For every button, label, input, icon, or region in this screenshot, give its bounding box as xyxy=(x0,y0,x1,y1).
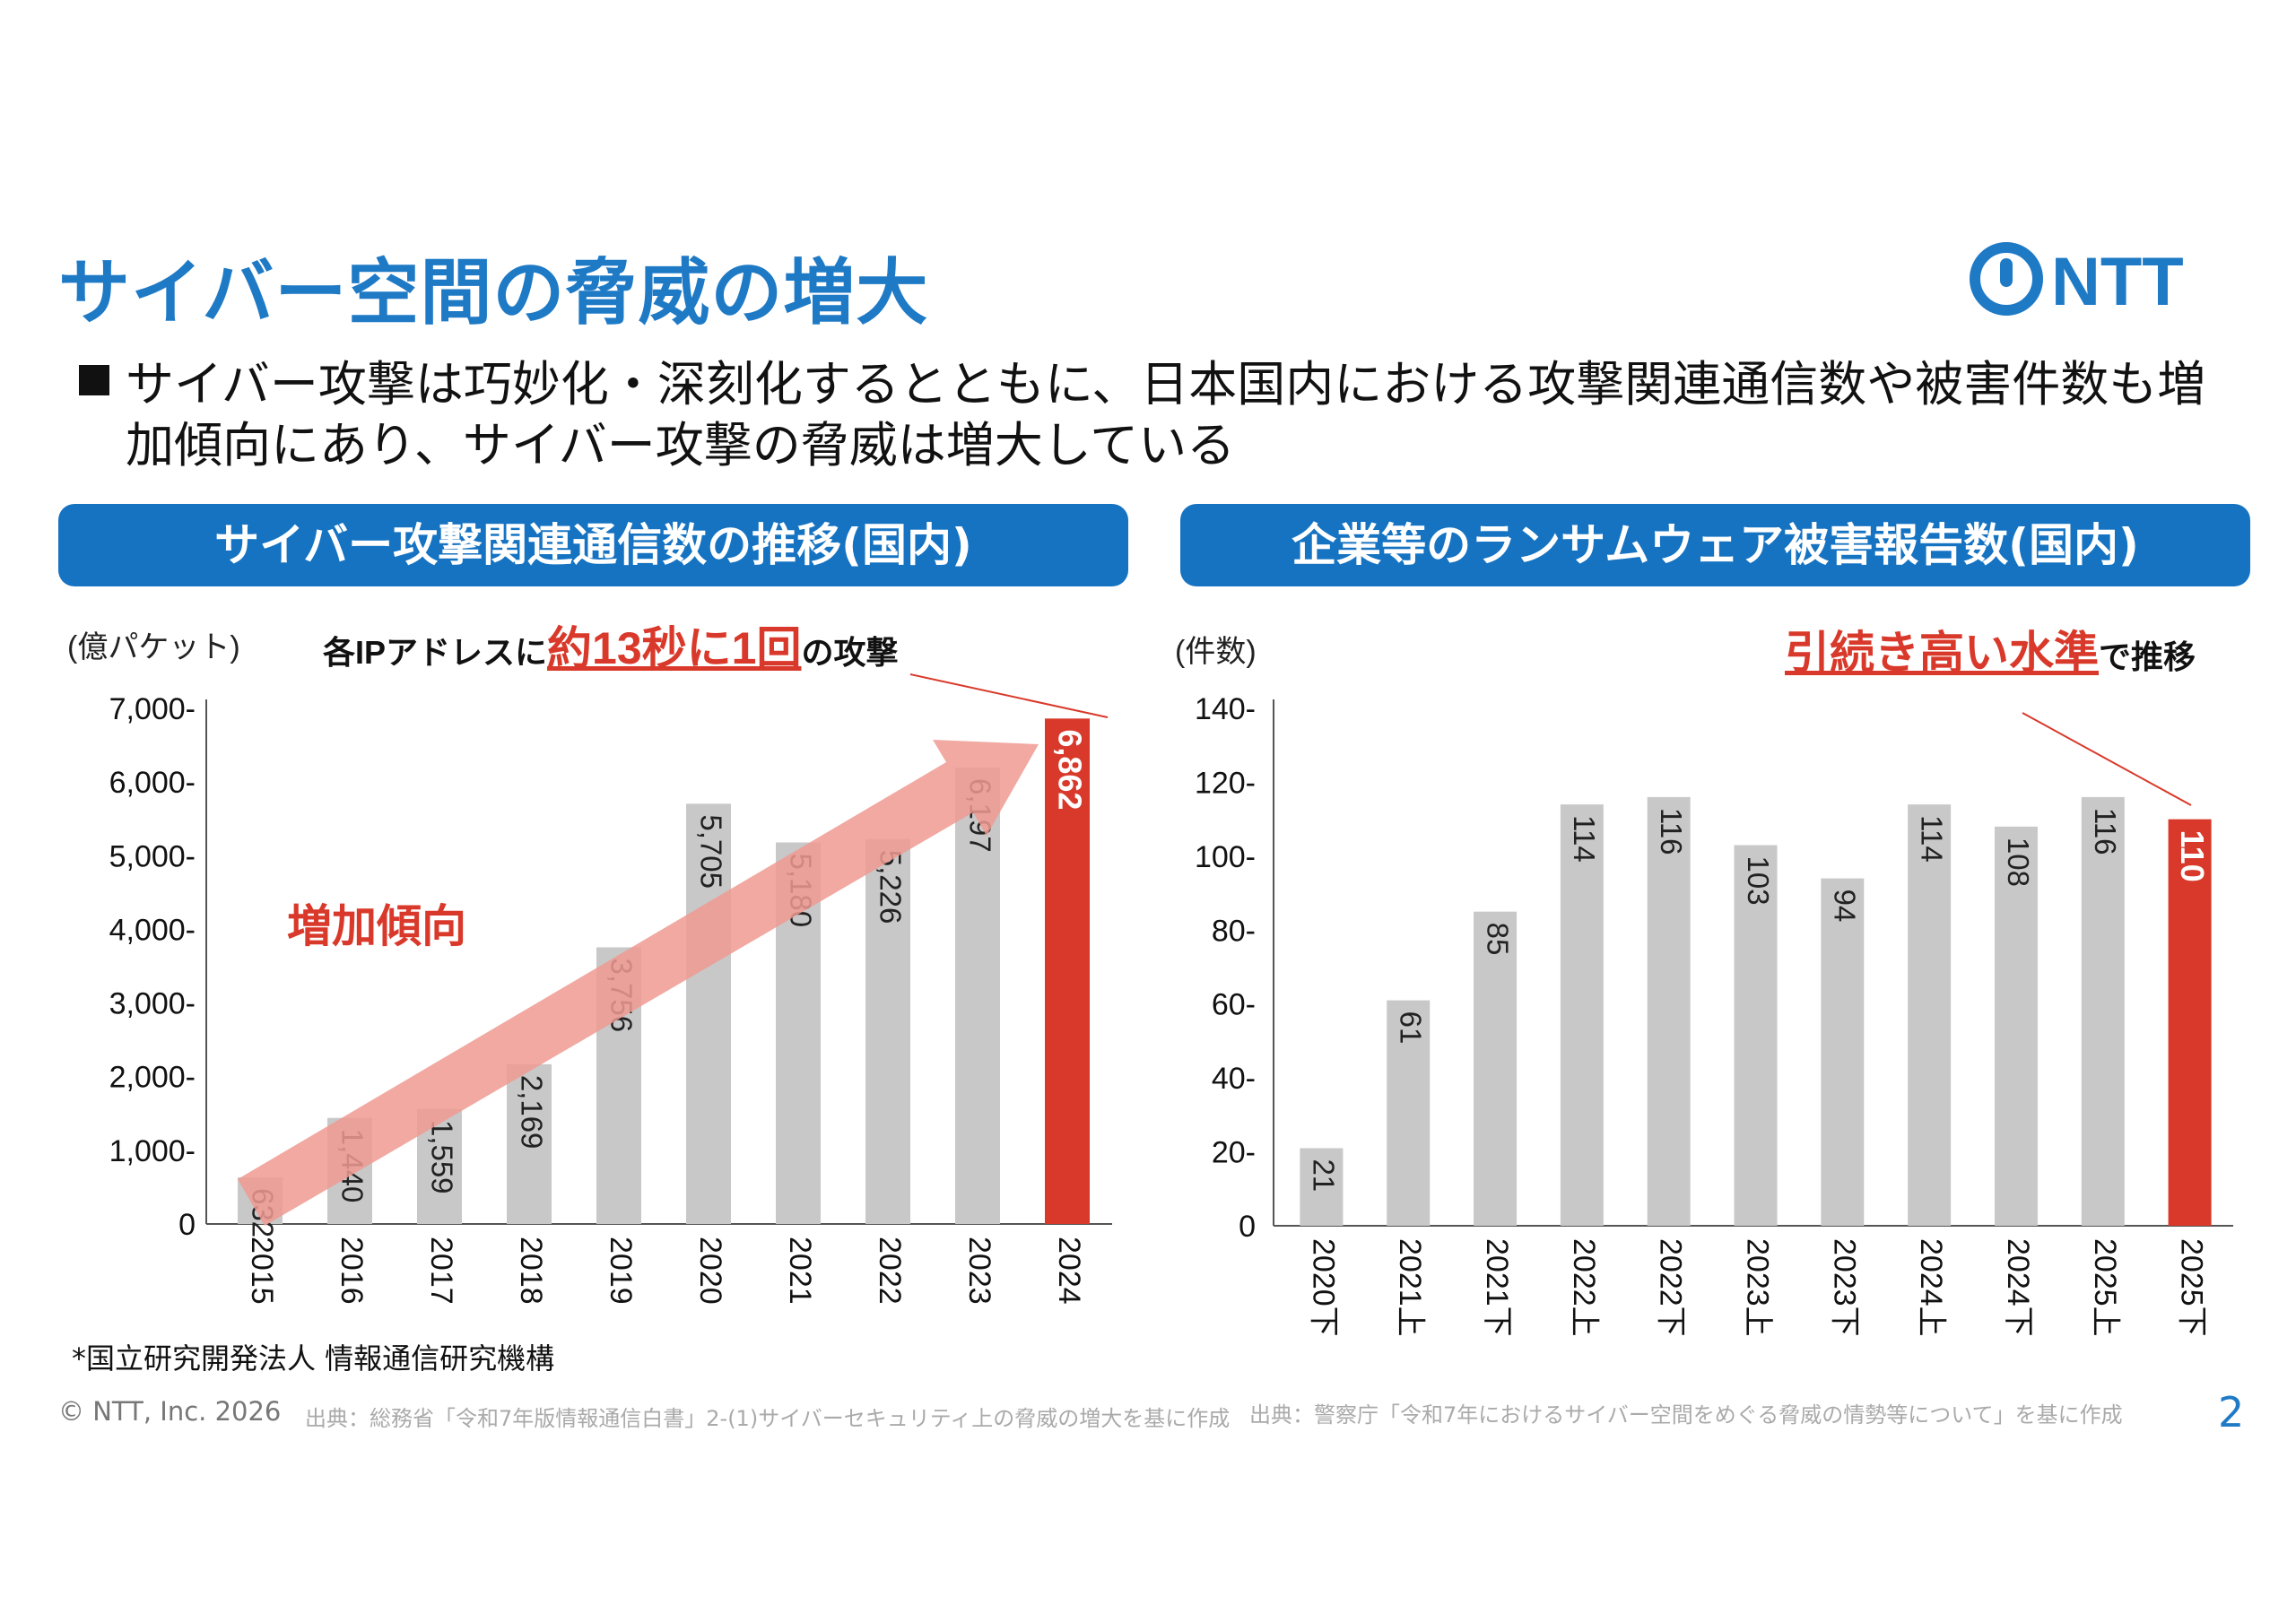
bar-value-label: 21 xyxy=(1308,1159,1341,1192)
ntt-logo: NTT xyxy=(1970,242,2184,319)
attack-rate-annotation: 各IPアドレスに約13秒に1回の攻撃 xyxy=(323,623,898,673)
left-chart-header: サイバー攻撃関連通信数の推移(国内) xyxy=(58,504,1128,586)
bar-value-label: 103 xyxy=(1742,855,1775,905)
bar-value-label: 116 xyxy=(1655,808,1688,855)
trend-arrow xyxy=(238,740,1039,1226)
y-tick-label: 0 xyxy=(178,1208,196,1242)
bar xyxy=(2081,796,2125,1226)
ntt-logo-icon xyxy=(1970,242,2043,316)
y-tick-label: 140- xyxy=(1195,692,1256,726)
x-tick-label: 2022下 xyxy=(1654,1238,1688,1337)
source-left: 出典：総務省「令和7年版情報通信白書」2-(1)サイバーセキュリティ上の脅威の増… xyxy=(305,1406,1231,1431)
source-right: 出典：警察庁「令和7年におけるサイバー空間をめぐる脅威の情勢等について」を基に作… xyxy=(1249,1402,2123,1428)
y-tick-label: 1,000- xyxy=(109,1134,196,1168)
bar xyxy=(1560,804,1604,1226)
ntt-logo-text: NTT xyxy=(2051,244,2184,319)
x-tick-label: 2024下 xyxy=(2001,1238,2035,1337)
square-bullet-icon xyxy=(79,365,109,395)
x-tick-label: 2025下 xyxy=(2175,1238,2209,1337)
bar-value-label: 94 xyxy=(1829,890,1862,923)
right-chart-header: 企業等のランサムウェア被害報告数(国内) xyxy=(1180,504,2250,586)
y-tick-label: 5,000- xyxy=(109,839,196,873)
bar xyxy=(1387,1000,1431,1226)
bar-value-label: 114 xyxy=(1568,815,1601,863)
bar xyxy=(865,838,910,1224)
y-tick-label: 4,000- xyxy=(109,913,196,947)
bar xyxy=(507,1063,552,1224)
x-tick-label: 2016 xyxy=(335,1237,369,1305)
y-tick-label: 120- xyxy=(1195,766,1256,800)
bar xyxy=(1647,796,1691,1226)
page-title: サイバー空間の脅威の増大 xyxy=(58,251,929,334)
bar-highlight xyxy=(1045,718,1090,1224)
y-axis-label: (件数) xyxy=(1175,635,1257,669)
annotation-prefix: 各IPアドレスに xyxy=(323,634,547,671)
bar-value-label: 1,559 xyxy=(425,1120,458,1194)
x-tick-label: 2025上 xyxy=(2088,1238,2122,1337)
bar xyxy=(1821,878,1865,1226)
bar xyxy=(1734,845,1778,1226)
annotation-suffix: の攻撃 xyxy=(801,634,898,671)
y-tick-label: 60- xyxy=(1212,988,1256,1022)
bar-value-label: 116 xyxy=(2089,808,2122,855)
trend-arrow-shape xyxy=(238,740,1039,1226)
bar-value-label: 114 xyxy=(1915,815,1948,863)
trend-annotation: 引続き高い水準で推移 xyxy=(1785,628,2196,678)
bar xyxy=(1994,826,2038,1226)
x-tick-label: 2023 xyxy=(962,1237,996,1305)
bar-value-label: 2,169 xyxy=(515,1075,548,1150)
bar xyxy=(1474,911,1518,1226)
x-tick-label: 2024 xyxy=(1052,1237,1086,1305)
traffic-chart: (億パケット) 0 1,000- 2,000- 3,000- 4,000- 5,000- 6,… xyxy=(67,623,1112,1305)
annotation-leader-line xyxy=(909,673,1109,718)
x-tick-label: 2021 xyxy=(783,1237,817,1305)
trend-label: 増加傾向 xyxy=(287,901,466,951)
annotation-leader-line xyxy=(2022,712,2192,806)
x-tick-label: 2015 xyxy=(245,1237,279,1305)
copyright: © NTT, Inc. 2026 xyxy=(58,1396,282,1427)
source-note: *国立研究開発法人 情報通信研究機構 xyxy=(72,1341,555,1376)
bar-value-label: 6,862 xyxy=(1051,729,1088,810)
bar-value-label: 108 xyxy=(2002,838,2035,887)
ransomware-chart: (件数) 0 20- 40- 60- 80- 100- 120- 140- 21 2020下 61 20… xyxy=(1175,628,2233,1337)
bar-highlight xyxy=(2168,819,2212,1226)
x-tick-label: 2023上 xyxy=(1741,1238,1775,1337)
y-tick-label: 6,000- xyxy=(109,766,196,800)
summary-bullet: サイバー攻撃は巧妙化・深刻化するとともに、日本国内における攻撃関連通信数や被害件… xyxy=(79,354,2249,476)
y-axis-label: (億パケット) xyxy=(67,630,240,664)
x-tick-label: 2024上 xyxy=(1914,1238,1948,1337)
x-tick-label: 2021下 xyxy=(1480,1238,1514,1337)
annotation-suffix: で推移 xyxy=(2099,638,2196,675)
y-tick-label: 100- xyxy=(1195,840,1256,874)
y-tick-label: 40- xyxy=(1212,1062,1256,1096)
y-tick-label: 80- xyxy=(1212,914,1256,948)
x-tick-label: 2023下 xyxy=(1827,1238,1861,1337)
bar-value-label: 85 xyxy=(1481,923,1514,956)
bar-value-label: 61 xyxy=(1395,1011,1428,1045)
x-tick-label: 2020 xyxy=(693,1237,727,1305)
x-tick-label: 2018 xyxy=(514,1237,548,1305)
x-tick-label: 2022 xyxy=(873,1237,907,1305)
y-tick-label: 2,000- xyxy=(109,1061,196,1095)
x-tick-label: 2021上 xyxy=(1393,1238,1427,1337)
bar-value-label: 110 xyxy=(2174,830,2211,882)
annotation-emphasis: 約13秒に1回 xyxy=(547,623,801,673)
x-tick-label: 2022上 xyxy=(1567,1238,1601,1337)
bar xyxy=(1300,1148,1344,1226)
y-tick-label: 0 xyxy=(1239,1210,1256,1244)
bar xyxy=(686,803,731,1224)
x-tick-label: 2017 xyxy=(424,1237,458,1305)
y-tick-label: 20- xyxy=(1212,1136,1256,1170)
y-tick-label: 7,000- xyxy=(109,692,196,726)
y-tick-label: 3,000- xyxy=(109,987,196,1021)
page-number: 2 xyxy=(2218,1388,2245,1436)
summary-text: サイバー攻撃は巧妙化・深刻化するとともに、日本国内における攻撃関連通信数や被害件… xyxy=(126,356,2206,473)
x-tick-label: 2019 xyxy=(604,1237,638,1305)
bar xyxy=(1908,804,1952,1226)
x-tick-label: 2020下 xyxy=(1306,1238,1340,1337)
bar-value-label: 5,705 xyxy=(694,814,727,889)
annotation-emphasis: 引続き高い水準 xyxy=(1785,628,2099,678)
bar xyxy=(955,767,1000,1224)
